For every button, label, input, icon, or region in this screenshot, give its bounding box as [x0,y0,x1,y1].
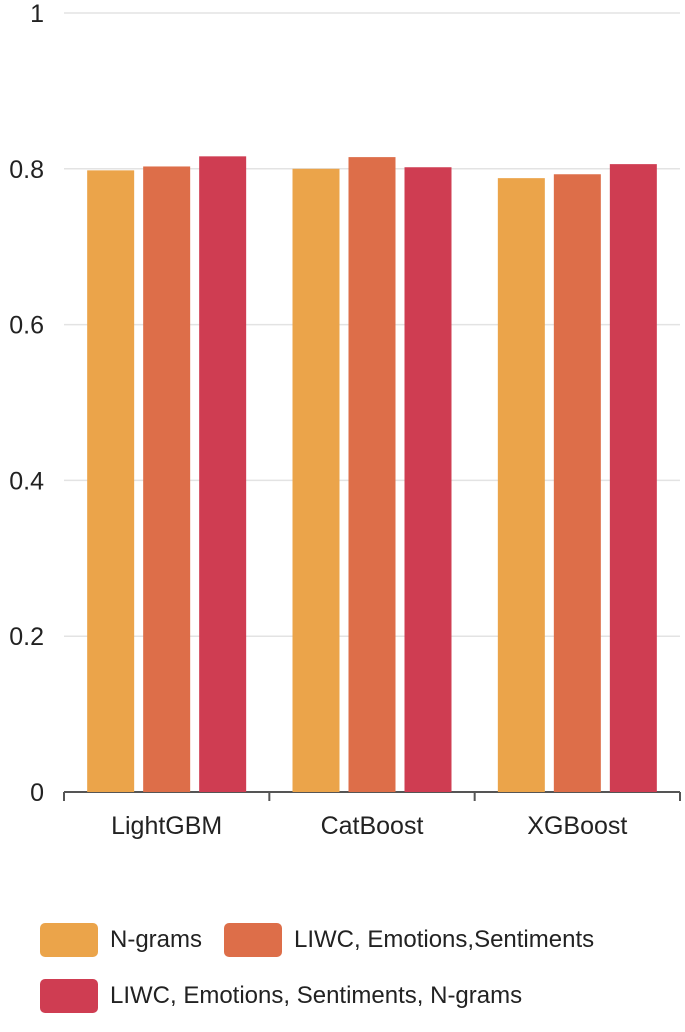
legend-item-ngrams: N-grams [40,923,202,957]
x-category-label: LightGBM [111,812,222,840]
y-tick-label: 0.6 [9,312,44,340]
x-category-label: CatBoost [321,812,424,840]
bar [609,164,657,793]
bar [199,156,247,792]
bar [497,178,545,792]
legend-row: LIWC, Emotions, Sentiments, N-grams [40,976,680,1016]
legend-label-liwc-emotions-sentiments-ngrams: LIWC, Emotions, Sentiments, N-grams [110,982,523,1009]
legend-swatch-liwc-emotions-sentiments [224,923,283,957]
y-tick-label: 0.2 [9,623,44,651]
chart-canvas: 0 0.2 0.4 0.6 0.8 1 LightGBM CatBoost XGBoost [9,0,681,840]
y-tick-label: 0.8 [9,156,44,184]
bar [292,168,340,793]
bar [143,166,191,792]
legend-swatch-ngrams [40,923,98,957]
legend-label-liwc-emotions-sentiments: LIWC, Emotions,Sentiments [294,926,595,953]
x-category-label: XGBoost [527,812,627,840]
bar [348,157,396,793]
y-tick-label: 0 [30,779,44,807]
legend-swatch-liwc-emotions-sentiments-ngrams [40,979,98,1013]
bar [87,170,135,792]
bar [404,167,452,792]
legend-row: N-grams LIWC, Emotions,Sentiments [40,920,680,960]
legend-label-ngrams: N-grams [110,926,203,953]
y-tick-label: 1 [30,0,44,28]
legend-item-liwc-emotions-sentiments: LIWC, Emotions,Sentiments [224,923,594,957]
y-tick-label: 0.4 [9,467,44,495]
legend: N-grams LIWC, Emotions,Sentiments LIWC, … [40,920,680,1032]
legend-item-liwc-emotions-sentiments-ngrams: LIWC, Emotions, Sentiments, N-grams [40,979,522,1013]
bar [553,174,601,793]
